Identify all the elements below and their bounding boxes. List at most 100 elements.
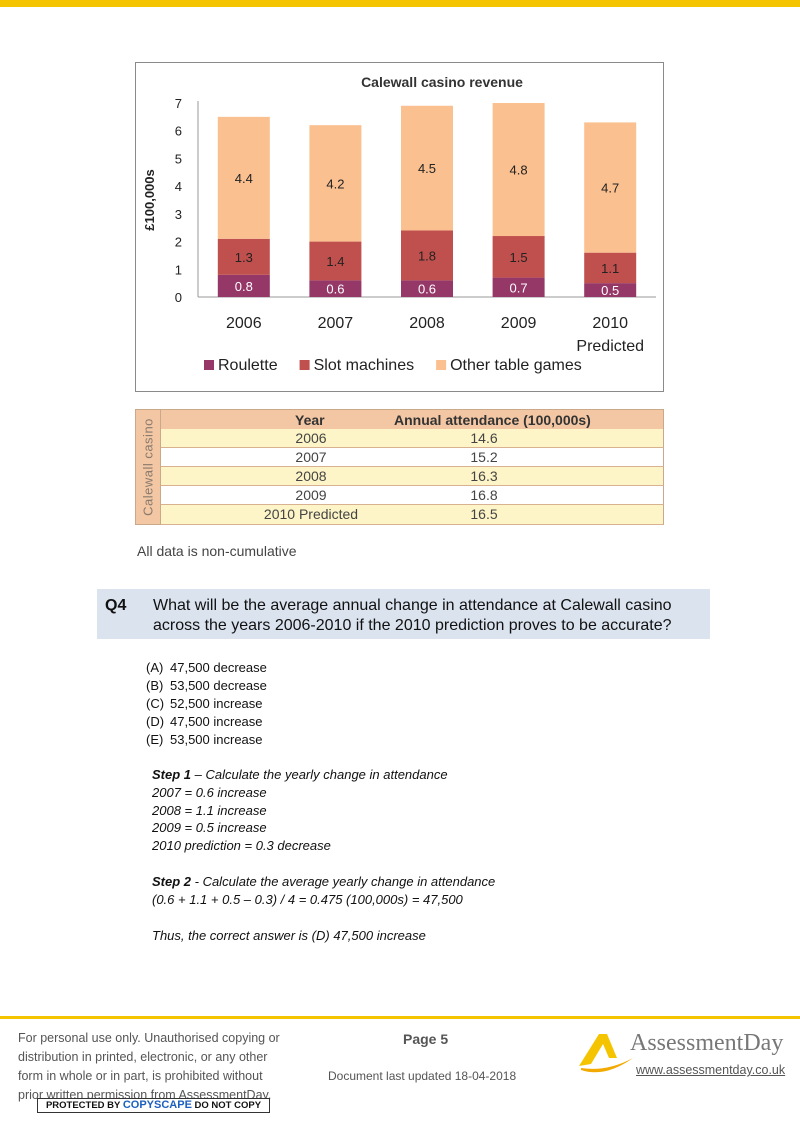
data-label: 4.8: [510, 163, 528, 178]
header-attendance: Annual attendance (100,000s): [394, 412, 591, 428]
step1-line: 2007 = 0.6 increase: [152, 784, 267, 800]
revenue-chart: Calewall casino revenue £100,000s 0 1 2 3 4 5 6 7…: [135, 62, 664, 392]
copyscape-badge[interactable]: PROTECTED BY COPYSCAPE DO NOT COPY: [37, 1098, 270, 1113]
row-year: 2007: [295, 449, 327, 465]
step1-line: 2008 = 1.1 increase: [152, 802, 267, 818]
table-row: 2007 15.2: [161, 448, 664, 467]
attendance-table: Calewall casino Year Annual attendance (…: [135, 409, 664, 525]
option-text: 53,500 decrease: [170, 678, 267, 693]
row-value: 14.6: [470, 430, 498, 446]
data-label: 0.6: [418, 282, 436, 297]
y-tick-label: 6: [175, 124, 182, 139]
option-text: 47,500 decrease: [170, 660, 267, 675]
data-label: 1.8: [418, 248, 436, 263]
row-year: 2009: [295, 487, 327, 503]
disclaimer: For personal use only. Unauthorised copy…: [18, 1029, 288, 1105]
disclaimer-line: For personal use only. Unauthorised copy…: [18, 1031, 280, 1045]
step1-line: 2010 prediction = 0.3 decrease: [152, 838, 331, 854]
step1-heading: Step 1 – Calculate the yearly change in …: [152, 766, 495, 784]
bar-segment: [309, 125, 362, 242]
question-text: What will be the average annual change i…: [153, 597, 672, 634]
bar-segment: [584, 252, 637, 284]
page-number: Page 5: [403, 1031, 449, 1047]
y-tick-label: 5: [175, 151, 182, 166]
y-tick-label: 7: [175, 96, 182, 111]
top-accent-bar: [0, 0, 800, 7]
header-year: Year: [295, 412, 325, 428]
data-note: All data is non-cumulative: [137, 543, 297, 559]
legend-label: Slot machines: [314, 357, 415, 374]
copyscape-post: DO NOT COPY: [191, 1100, 262, 1111]
y-tick-label: 0: [175, 290, 182, 305]
brand-url-link[interactable]: www.assessmentday.co.uk: [636, 1063, 786, 1077]
table-side-label: Calewall casino: [135, 409, 161, 525]
y-axis-label: £100,000s: [142, 169, 157, 230]
disclaimer-line: distribution in printed, electronic, or …: [18, 1050, 268, 1064]
x-tick-label: 2009: [501, 315, 537, 332]
option-a: (A) 47,500 decrease: [146, 659, 267, 677]
step2-calc: (0.6 + 1.1 + 0.5 – 0.3) / 4 = 0.475 (100…: [152, 891, 463, 907]
x-tick-label: 2010: [592, 315, 628, 332]
option-letter: (B): [146, 678, 164, 693]
step2-label: Step 2: [152, 873, 192, 889]
legend-swatch: [204, 360, 214, 370]
data-label: 4.2: [326, 176, 344, 191]
bar-segment: [401, 230, 453, 281]
option-letter: (E): [146, 732, 164, 747]
data-label: 0.7: [510, 280, 528, 295]
step1-line: 2009 = 0.5 increase: [152, 820, 267, 836]
legend-label: Roulette: [218, 357, 278, 374]
legend-swatch: [436, 360, 447, 370]
data-label: 0.6: [326, 282, 344, 297]
option-letter: (A): [146, 660, 164, 675]
copyscape-brand: COPYSCAPE: [122, 1099, 192, 1111]
question-number: Q4: [105, 597, 127, 614]
bar-segment: [492, 236, 545, 278]
step2-heading: Step 2 - Calculate the average yearly ch…: [152, 873, 495, 891]
footer-accent-bar: [0, 1016, 800, 1019]
data-label: 1.3: [235, 250, 253, 265]
table-row: 2009 16.8: [161, 486, 664, 505]
bar-segment: [309, 280, 362, 297]
data-label: 0.8: [235, 279, 253, 294]
y-tick-label: 3: [175, 207, 182, 222]
bar-segment: [492, 277, 545, 297]
data-label: 4.5: [418, 161, 436, 176]
disclaimer-line: form in whole or in part, is prohibited …: [18, 1069, 263, 1083]
last-updated: Document last updated 18-04-2018: [328, 1069, 517, 1083]
row-year: 2008: [295, 468, 327, 484]
bar-segment: [217, 274, 270, 297]
row-year: 2010 Predicted: [263, 506, 359, 522]
question-box: Q4 What will be the average annual chang…: [97, 589, 710, 639]
x-tick-label: 2008: [409, 315, 445, 332]
table-row: 2006 14.6: [161, 429, 664, 448]
legend-swatch: [299, 360, 310, 370]
answer-options: (A) 47,500 decrease (B) 53,500 decrease (C…: [146, 659, 267, 749]
row-value: 16.8: [470, 487, 498, 503]
bar-segment: [217, 116, 270, 239]
y-tick-label: 4: [175, 179, 182, 194]
option-text: 47,500 increase: [170, 714, 263, 729]
option-c: (C) 52,500 increase: [146, 695, 267, 713]
assessmentday-logo-icon: [579, 1034, 633, 1073]
option-e: (E) 53,500 increase: [146, 731, 267, 749]
copyscape-pre: PROTECTED BY: [45, 1100, 123, 1111]
option-d: (D) 47,500 increase: [146, 713, 267, 731]
chart-title: Calewall casino revenue: [361, 74, 523, 90]
row-year: 2006: [295, 430, 327, 446]
option-text: 52,500 increase: [170, 696, 263, 711]
x-tick-label: 2006: [226, 315, 262, 332]
row-value: 16.3: [470, 468, 498, 484]
data-label: 1.4: [326, 254, 344, 269]
conclusion: Thus, the correct answer is (D) 47,500 i…: [152, 927, 426, 943]
table-header: Year Annual attendance (100,000s): [161, 409, 664, 429]
row-value: 16.5: [470, 506, 498, 522]
option-letter: (D): [146, 714, 165, 729]
step1-text: – Calculate the yearly change in attenda…: [191, 767, 448, 782]
bar-segment: [492, 103, 545, 237]
y-tick-label: 1: [175, 262, 182, 277]
data-label: 1.5: [510, 250, 528, 265]
step2-text: - Calculate the average yearly change in…: [191, 873, 496, 889]
brand-name: AssessmentDay: [630, 1030, 784, 1056]
solution: Step 1 – Calculate the yearly change in …: [152, 766, 495, 944]
